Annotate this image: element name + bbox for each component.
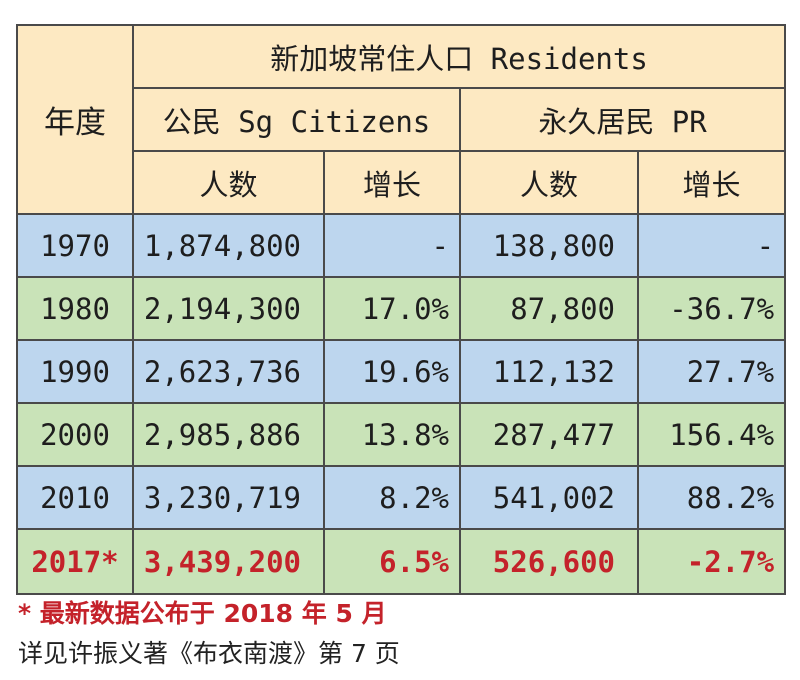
latest-data-note: * 最新数据公布于 2018 年 5 月 <box>18 599 387 628</box>
year-cell: 2000 <box>16 402 134 467</box>
citizens-growth-cell: 13.8% <box>323 402 461 467</box>
table-row: 1970 1,874,800 - 138,800 - <box>16 213 787 278</box>
table-row: 2000 2,985,886 13.8% 287,477 156.4% <box>16 402 787 467</box>
pr-count-cell: 526,600 <box>459 528 639 595</box>
pr-growth-cell: -2.7% <box>636 528 787 595</box>
population-table: 年度 新加坡常住人口 Residents 公民 Sg Citizens 永久居民… <box>16 24 787 595</box>
pr-growth-header: 增长 <box>636 150 787 215</box>
pr-count-cell: 138,800 <box>459 213 639 278</box>
citizens-growth-header: 增长 <box>323 150 461 215</box>
citizens-count-cell: 1,874,800 <box>132 213 325 278</box>
pr-group-header: 永久居民 PR <box>458 87 787 152</box>
citizens-count-cell: 2,985,886 <box>132 402 325 467</box>
citizens-count-cell: 3,230,719 <box>132 465 325 530</box>
citizens-growth-cell: 6.5% <box>323 528 461 595</box>
pr-people-header: 人数 <box>459 150 639 215</box>
source-note: 详见许振义著《布衣南渡》第 7 页 <box>18 639 400 668</box>
year-header: 年度 <box>16 24 134 215</box>
citizens-growth-cell: 17.0% <box>323 276 461 341</box>
pr-growth-cell: - <box>636 213 787 278</box>
citizens-group-header: 公民 Sg Citizens <box>132 87 461 152</box>
citizens-count-cell: 3,439,200 <box>132 528 325 595</box>
pr-growth-cell: 88.2% <box>636 465 787 530</box>
year-cell: 2010 <box>16 465 134 530</box>
year-cell: 1970 <box>16 213 134 278</box>
year-cell: 1990 <box>16 339 134 404</box>
table-row: 1980 2,194,300 17.0% 87,800 -36.7% <box>16 276 787 341</box>
table-row: 1990 2,623,736 19.6% 112,132 27.7% <box>16 339 787 404</box>
citizens-growth-cell: 8.2% <box>323 465 461 530</box>
pr-growth-cell: 27.7% <box>636 339 787 404</box>
citizens-growth-cell: - <box>323 213 461 278</box>
year-cell: 1980 <box>16 276 134 341</box>
year-cell: 2017* <box>16 528 134 595</box>
pr-count-cell: 87,800 <box>459 276 639 341</box>
citizens-growth-cell: 19.6% <box>323 339 461 404</box>
table-row: 2010 3,230,719 8.2% 541,002 88.2% <box>16 465 787 530</box>
pr-count-cell: 541,002 <box>459 465 639 530</box>
pr-count-cell: 287,477 <box>459 402 639 467</box>
pr-count-cell: 112,132 <box>459 339 639 404</box>
citizens-count-cell: 2,623,736 <box>132 339 325 404</box>
table-row-latest: 2017* 3,439,200 6.5% 526,600 -2.7% <box>16 528 787 595</box>
table-title: 新加坡常住人口 Residents <box>131 24 787 89</box>
citizens-people-header: 人数 <box>132 150 325 215</box>
citizens-count-cell: 2,194,300 <box>132 276 325 341</box>
pr-growth-cell: 156.4% <box>636 402 787 467</box>
pr-growth-cell: -36.7% <box>636 276 787 341</box>
